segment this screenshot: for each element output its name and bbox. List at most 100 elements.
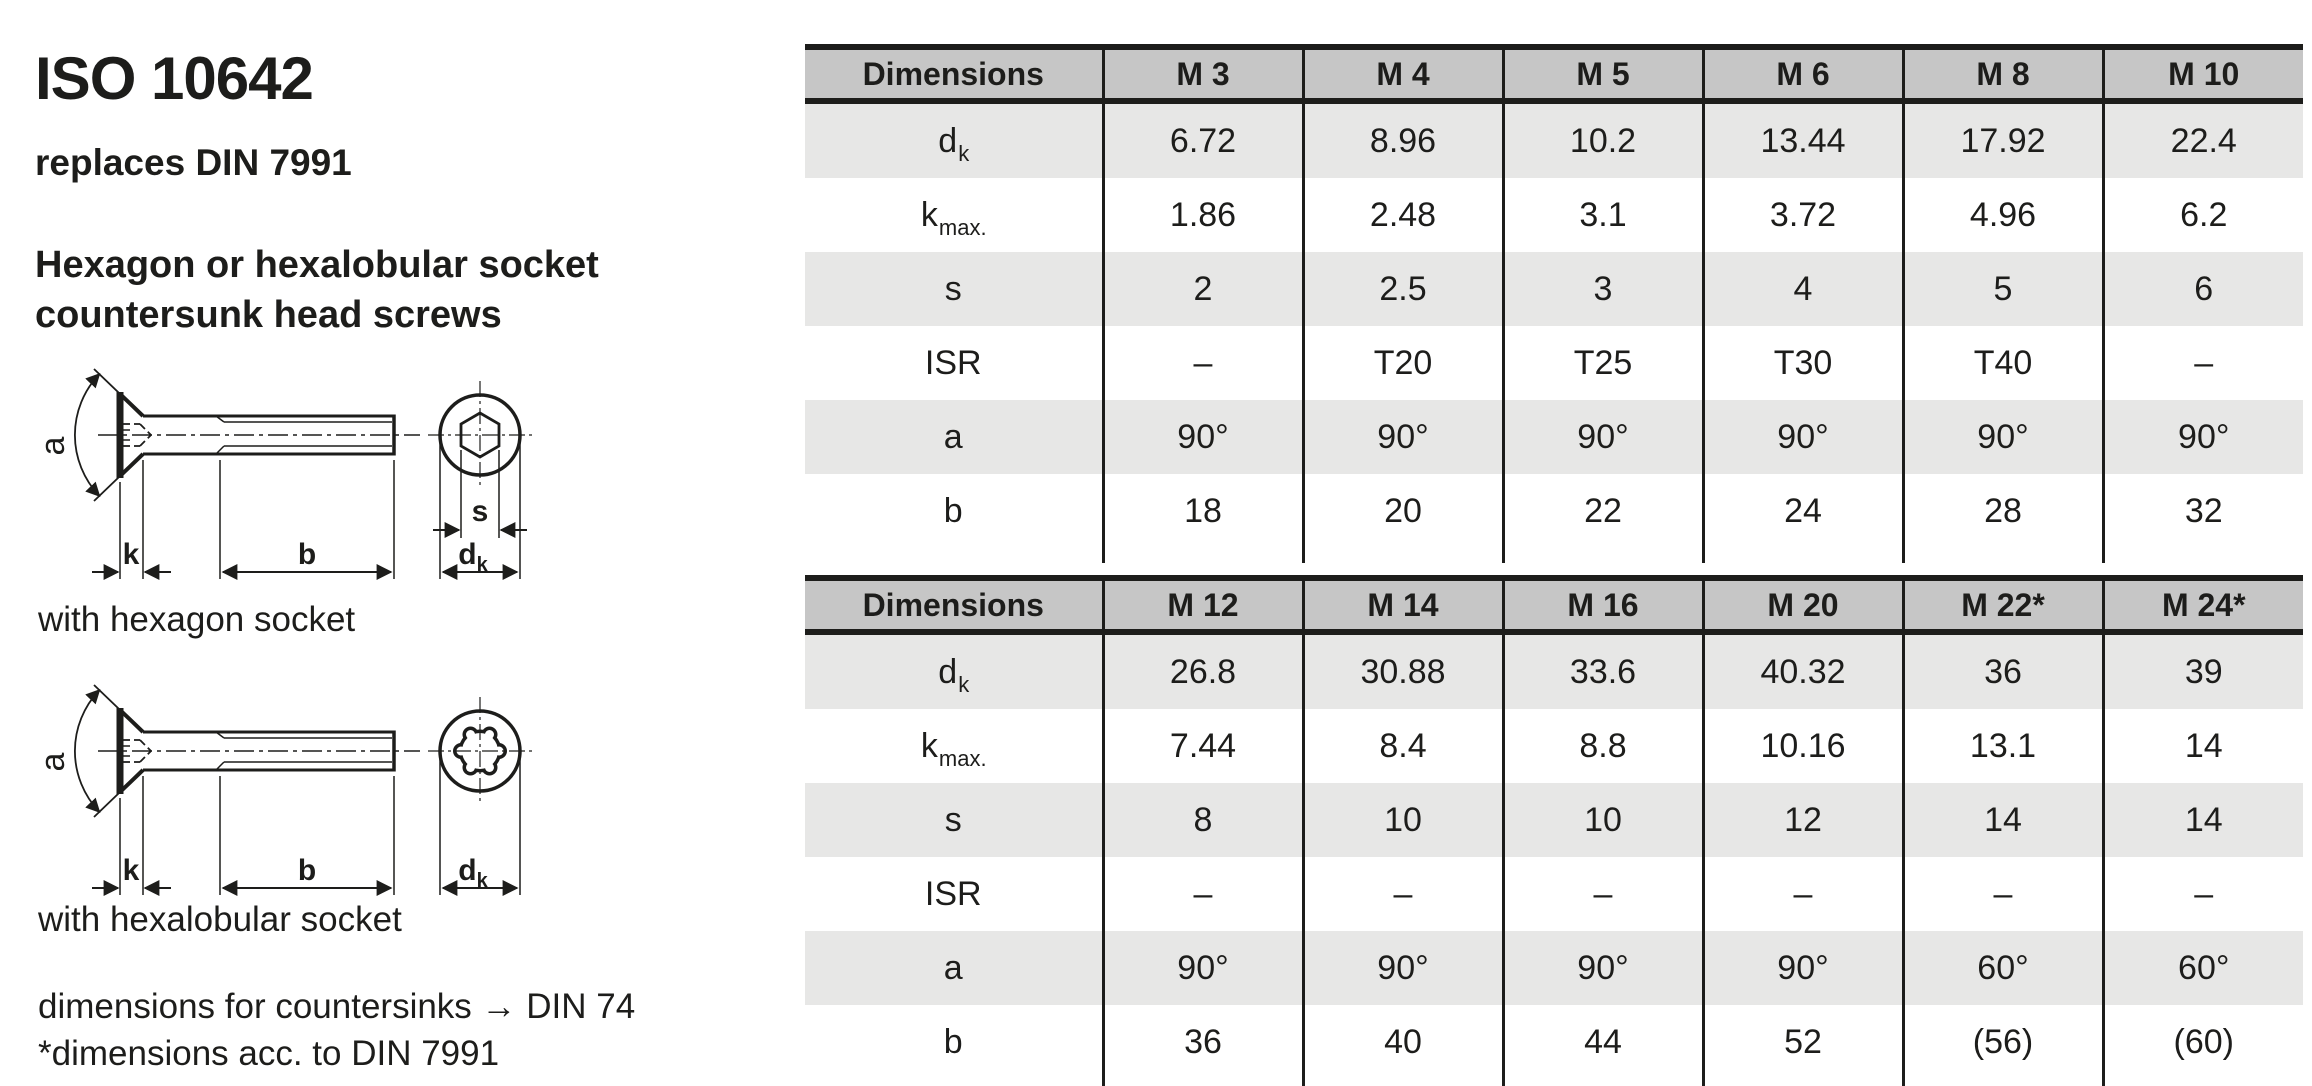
table-cell: 52 — [1701, 1005, 1903, 1079]
table-cell: 10.2 — [1501, 101, 1703, 178]
table-cell: – — [1101, 326, 1303, 400]
dimensions-table-large-sizes: Dimensions M 12 M 14 M 16 M 20 M 22* M 2… — [805, 575, 2303, 1086]
table-cell: 17.92 — [1901, 101, 2103, 178]
table-cell: 6.2 — [2101, 178, 2303, 252]
table-cell: – — [1901, 857, 2103, 931]
table-cell: 2 — [1101, 252, 1303, 326]
product-heading-line1: Hexagon or hexalobular socket — [35, 244, 599, 286]
table-row-b: b 36 40 44 52 (56) (60) — [805, 1005, 2303, 1079]
table-row-kmax: kmax. 1.86 2.48 3.1 3.72 4.96 6.2 — [805, 178, 2303, 252]
table-cell: 2.5 — [1301, 252, 1503, 326]
table-row-kmax: kmax. 7.44 8.4 8.8 10.16 13.1 14 — [805, 709, 2303, 783]
table-cell: 40 — [1301, 1005, 1503, 1079]
table-cell: 60° — [1901, 931, 2103, 1005]
table-cell: – — [2101, 857, 2303, 931]
table-cell: 33.6 — [1501, 632, 1703, 709]
table-cell: 40.32 — [1701, 632, 1903, 709]
table-cell: 30.88 — [1301, 632, 1503, 709]
footnote-din7991: *dimensions acc. to DIN 7991 — [38, 1034, 500, 1073]
table-cell: 5 — [1901, 252, 2103, 326]
table-cell: 90° — [1301, 400, 1503, 474]
table-header-row: Dimensions M 3 M 4 M 5 M 6 M 8 M 10 — [805, 47, 2303, 104]
column-header-m14: M 14 — [1301, 578, 1503, 635]
table-cell: 6.72 — [1101, 101, 1303, 178]
table-cell: 90° — [2101, 400, 2303, 474]
table-row-isr: ISR – T20 T25 T30 T40 – — [805, 326, 2303, 400]
table-cell: 22 — [1501, 474, 1703, 548]
table-cell: 36 — [1101, 1005, 1303, 1079]
dim-label-dk: dk — [458, 854, 488, 892]
column-header-m5: M 5 — [1501, 47, 1703, 104]
table-cell: 3.1 — [1501, 178, 1703, 252]
table-cell: 13.44 — [1701, 101, 1903, 178]
caption-hexagon-socket: with hexagon socket — [38, 600, 356, 639]
column-header-dimensions: Dimensions — [805, 578, 1103, 635]
table-cell: 44 — [1501, 1005, 1703, 1079]
table-cell: 20 — [1301, 474, 1503, 548]
column-header-m20: M 20 — [1701, 578, 1903, 635]
table-cell: (60) — [2101, 1005, 2303, 1079]
table-cell: 14 — [1901, 783, 2103, 857]
table-cell: T25 — [1501, 326, 1703, 400]
table-cell: – — [1501, 857, 1703, 931]
table-cell: 12 — [1701, 783, 1903, 857]
table-cell: 90° — [1501, 931, 1703, 1005]
table-cell: 90° — [1701, 931, 1903, 1005]
table-cell: 90° — [1101, 931, 1303, 1005]
table-row-dk: dk 26.8 30.88 33.6 40.32 36 39 — [805, 632, 2303, 709]
column-header-dimensions: Dimensions — [805, 47, 1103, 104]
table-cell: 10.16 — [1701, 709, 1903, 783]
column-header-m10: M 10 — [2101, 47, 2303, 104]
table-cell: 90° — [1901, 400, 2103, 474]
table-cell: 3.72 — [1701, 178, 1903, 252]
table-cell: 36 — [1901, 632, 2103, 709]
table-cell: 4.96 — [1901, 178, 2103, 252]
hexagon-socket-drawing: a k b s dk — [34, 364, 540, 595]
table-cell: 26.8 — [1101, 632, 1303, 709]
column-header-m24: M 24* — [2101, 578, 2303, 635]
table-row-dk: dk 6.72 8.96 10.2 13.44 17.92 22.4 — [805, 101, 2303, 178]
table-cell: T20 — [1301, 326, 1503, 400]
dimensions-table-small-sizes: Dimensions M 3 M 4 M 5 M 6 M 8 M 10 dk 6… — [805, 44, 2303, 563]
dim-label-dk: dk — [458, 538, 488, 576]
column-header-m12: M 12 — [1101, 578, 1303, 635]
column-header-m4: M 4 — [1301, 47, 1503, 104]
column-header-m16: M 16 — [1501, 578, 1703, 635]
table-cell: 14 — [2101, 783, 2303, 857]
product-heading: Hexagon or hexalobular socket countersun… — [35, 240, 599, 340]
row-label-s: s — [805, 252, 1103, 326]
footnote-countersinks: dimensions for countersinks → DIN 74 — [38, 987, 636, 1026]
table-cell: 28 — [1901, 474, 2103, 548]
footnotes: dimensions for countersinks → DIN 74 *di… — [38, 983, 635, 1077]
table-row-s: s 8 10 10 12 14 14 — [805, 783, 2303, 857]
hexalobular-socket-drawing: a k b dk — [34, 680, 540, 911]
dim-label-a: a — [34, 436, 72, 455]
table-cell: 90° — [1701, 400, 1903, 474]
table-cell: 8.4 — [1301, 709, 1503, 783]
row-label-isr: ISR — [924, 874, 982, 913]
column-header-m22: M 22* — [1901, 578, 2103, 635]
row-label-s: s — [805, 783, 1103, 857]
table-cell: – — [2101, 326, 2303, 400]
table-header-row: Dimensions M 12 M 14 M 16 M 20 M 22* M 2… — [805, 578, 2303, 635]
row-label-b: b — [943, 491, 963, 530]
table-cell: 18 — [1101, 474, 1303, 548]
column-header-m8: M 8 — [1901, 47, 2103, 104]
row-label-a: a — [805, 931, 1103, 1005]
row-label-kmax: kmax. — [920, 726, 987, 771]
table-cell: 8.8 — [1501, 709, 1703, 783]
page-title: ISO 10642 — [35, 45, 314, 112]
dim-label-b: b — [298, 854, 316, 887]
table-row-isr: ISR – – – – – – — [805, 857, 2303, 931]
column-header-m3: M 3 — [1101, 47, 1303, 104]
row-label-a: a — [805, 400, 1103, 474]
table-cell: 90° — [1101, 400, 1303, 474]
table-cell: T30 — [1701, 326, 1903, 400]
table-cell: 7.44 — [1101, 709, 1303, 783]
page-subtitle: replaces DIN 7991 — [35, 142, 352, 183]
table-cell: – — [1301, 857, 1503, 931]
table-row-s: s 2 2.5 3 4 5 6 — [805, 252, 2303, 326]
table-row-b: b 18 20 22 24 28 32 — [805, 474, 2303, 548]
table-cell: 1.86 — [1101, 178, 1303, 252]
table-cell: 4 — [1701, 252, 1903, 326]
